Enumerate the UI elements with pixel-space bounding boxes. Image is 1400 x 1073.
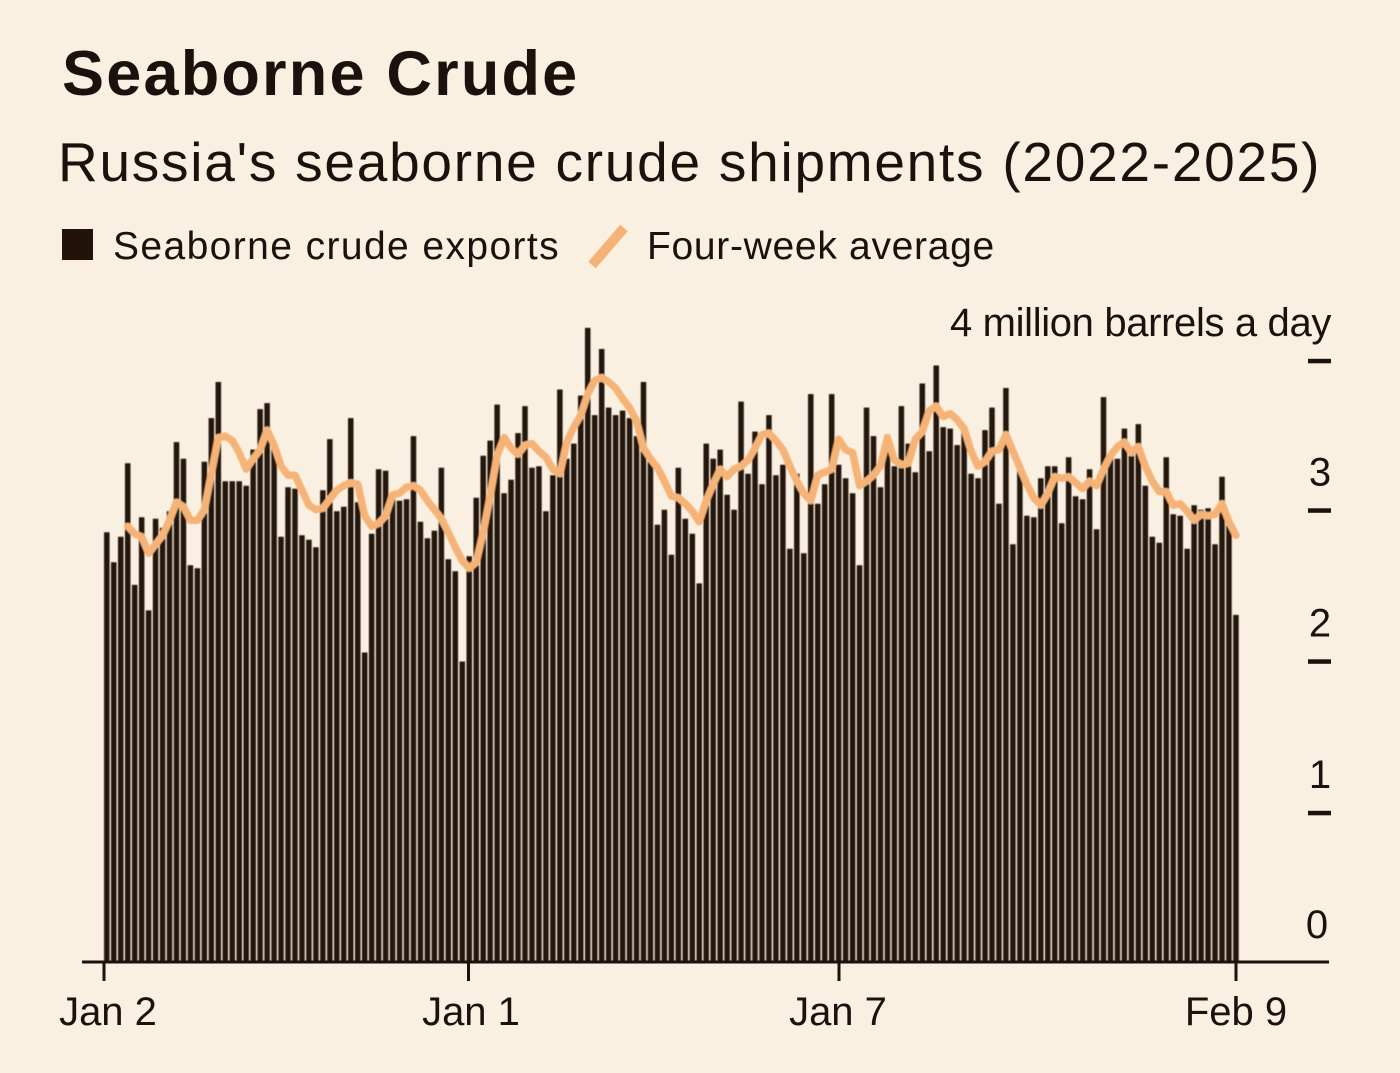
svg-text:Jan 1: Jan 1: [422, 990, 520, 1034]
svg-text:Jan 2: Jan 2: [59, 990, 157, 1034]
svg-text:1: 1: [1309, 753, 1331, 797]
svg-text:Four-week average: Four-week average: [647, 225, 995, 268]
svg-text:Seaborne Crude: Seaborne Crude: [62, 39, 579, 109]
svg-text:Feb 9: Feb 9: [1185, 990, 1287, 1034]
svg-text:3: 3: [1309, 451, 1331, 495]
svg-text:4 million barrels a day: 4 million barrels a day: [950, 301, 1331, 345]
svg-text:2: 2: [1309, 602, 1331, 646]
svg-text:0: 0: [1306, 903, 1328, 947]
svg-text:Russia's seaborne crude shipme: Russia's seaborne crude shipments (2022-…: [58, 131, 1321, 193]
svg-text:Jan 7: Jan 7: [789, 990, 887, 1034]
svg-text:Seaborne crude exports: Seaborne crude exports: [113, 225, 560, 268]
